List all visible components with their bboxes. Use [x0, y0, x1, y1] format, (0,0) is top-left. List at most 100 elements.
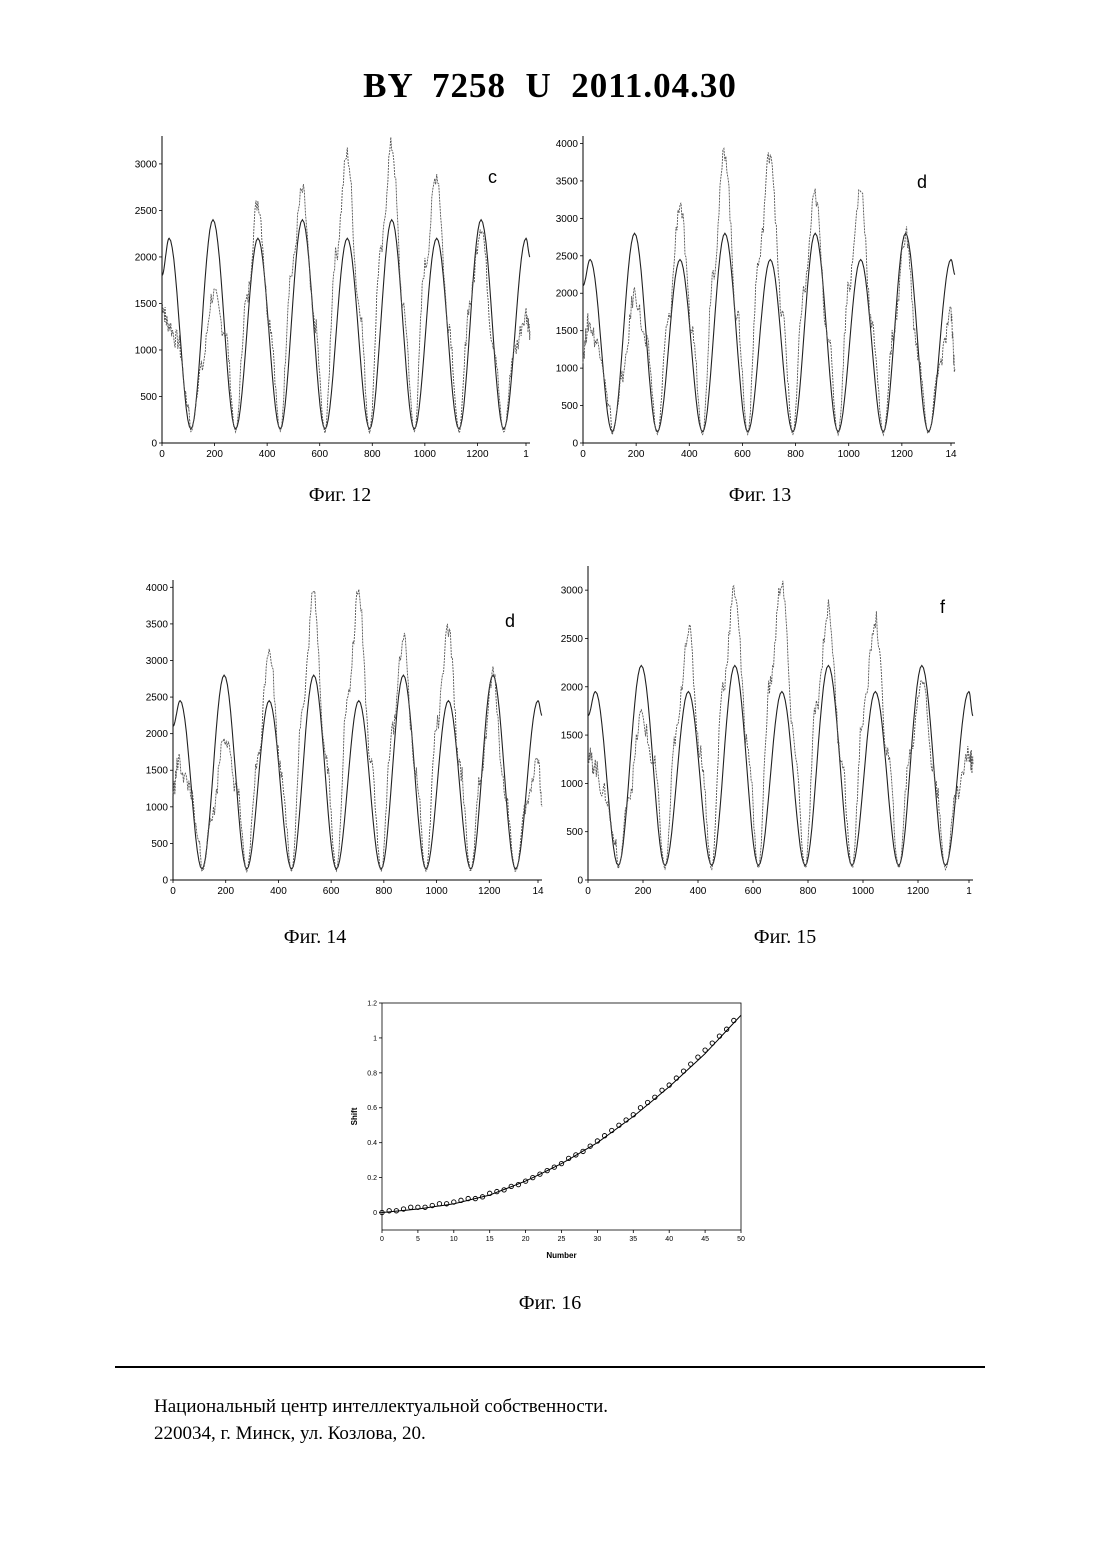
x-tick-label: 600 — [734, 449, 751, 460]
x-tick-label: 400 — [690, 886, 707, 897]
x-tick-label: 45 — [701, 1236, 709, 1243]
y-tick-label: 1.2 — [367, 1000, 377, 1007]
y-tick-label: 3000 — [556, 214, 579, 225]
x-tick-label: 800 — [787, 449, 804, 460]
y-tick-label: 3000 — [135, 159, 158, 170]
y-tick-label: 500 — [566, 827, 583, 838]
x-tick-label: 1 — [523, 449, 529, 460]
x-tick-label: 0 — [585, 886, 591, 897]
x-tick-label: 35 — [629, 1236, 637, 1243]
x-tick-label: 1200 — [478, 886, 501, 897]
y-tick-label: 3500 — [556, 176, 579, 187]
y-tick-label: 1 — [373, 1035, 377, 1042]
x-tick-label: 800 — [376, 886, 393, 897]
x-tick-label: 25 — [558, 1236, 566, 1243]
x-tick-label: 200 — [628, 449, 645, 460]
x-tick-label: 1200 — [891, 449, 914, 460]
x-tick-label: 1000 — [414, 449, 437, 460]
y-tick-label: 2000 — [561, 682, 584, 693]
measured-curve — [162, 137, 530, 433]
y-tick-label: 4000 — [556, 139, 579, 150]
x-tick-label: 14 — [945, 449, 957, 460]
y-tick-label: 0.2 — [367, 1175, 377, 1182]
x-tick-label: 0 — [380, 1236, 384, 1243]
fitted-curve — [382, 1015, 741, 1212]
x-tick-label: 15 — [486, 1236, 494, 1243]
measured-curve — [583, 149, 955, 436]
x-tick-label: 50 — [737, 1236, 745, 1243]
y-tick-label: 2500 — [561, 634, 584, 645]
footer-address: 220034, г. Минск, ул. Козлова, 20. — [154, 1423, 426, 1445]
document-title: BY 7258 U 2011.04.30 — [0, 66, 1100, 106]
figure-caption-16: Фиг. 16 — [470, 1292, 630, 1315]
x-tick-label: 400 — [259, 449, 276, 460]
y-tick-label: 1500 — [556, 326, 579, 337]
y-tick-label: 0 — [162, 876, 168, 887]
y-tick-label: 3000 — [561, 586, 584, 597]
footer-organization: Национальный центр интеллектуальной собс… — [154, 1396, 608, 1418]
footer-divider — [115, 1366, 985, 1368]
x-tick-label: 30 — [594, 1236, 602, 1243]
chart-fig-13: 0 200 400 600 800 1000 1200 14 0 500 1000 1500 2000 2… — [555, 128, 965, 466]
data-point — [732, 1018, 736, 1022]
panel-label: f — [940, 597, 946, 617]
x-tick-label: 1 — [966, 886, 972, 897]
x-tick-label: 200 — [635, 886, 652, 897]
x-tick-label: 400 — [681, 449, 698, 460]
y-tick-label: 500 — [140, 392, 157, 403]
y-tick-label: 1000 — [135, 345, 158, 356]
y-tick-label: 2500 — [135, 206, 158, 217]
y-tick-label: 500 — [151, 839, 168, 850]
y-tick-label: 0 — [572, 439, 578, 450]
panel-label: d — [505, 611, 515, 631]
x-tick-label: 1000 — [425, 886, 448, 897]
measured-curve — [173, 589, 542, 871]
x-tick-label: 0 — [159, 449, 165, 460]
y-tick-label: 0 — [151, 439, 157, 450]
y-tick-label: 2500 — [146, 693, 169, 704]
x-tick-label: 20 — [522, 1236, 530, 1243]
y-tick-label: 0 — [373, 1210, 377, 1217]
x-tick-label: 40 — [665, 1236, 673, 1243]
x-tick-label: 10 — [450, 1236, 458, 1243]
chart-fig-15: 0200400600800100012001050010001500200025… — [555, 558, 985, 902]
y-tick-label: 1000 — [561, 779, 584, 790]
y-tick-label: 3000 — [146, 656, 169, 667]
chart-fig-16: 0510152025303540455000.20.40.60.811.2Num… — [345, 993, 760, 1273]
y-tick-label: 2000 — [135, 252, 158, 263]
chart-fig-12: 0 200 400 600 800 1000 1200 1 0 500 1000 1500 2000 25… — [110, 128, 550, 466]
y-tick-label: 1500 — [135, 299, 158, 310]
y-tick-label: 1500 — [561, 731, 584, 742]
y-tick-label: 0.4 — [367, 1140, 377, 1147]
x-tick-label: 0 — [170, 886, 176, 897]
y-tick-label: 2500 — [556, 251, 579, 262]
x-tick-label: 1000 — [838, 449, 861, 460]
y-axis-title: Shift — [350, 1107, 359, 1125]
y-tick-label: 1000 — [556, 364, 579, 375]
x-tick-label: 14 — [532, 886, 544, 897]
x-tick-label: 0 — [580, 449, 586, 460]
x-tick-label: 200 — [217, 886, 234, 897]
x-tick-label: 5 — [416, 1236, 420, 1243]
x-tick-label: 800 — [800, 886, 817, 897]
figure-caption-12: Фиг. 12 — [260, 484, 420, 507]
y-tick-label: 0.6 — [367, 1105, 377, 1112]
y-tick-label: 0 — [577, 876, 583, 887]
figure-caption-15: Фиг. 15 — [705, 926, 865, 949]
y-tick-label: 2000 — [146, 729, 169, 740]
x-tick-label: 800 — [364, 449, 381, 460]
x-tick-label: 200 — [206, 449, 223, 460]
model-curve — [173, 675, 542, 869]
x-tick-label: 600 — [745, 886, 762, 897]
x-axis-title: Number — [546, 1251, 576, 1260]
chart-fig-14: 0200400600800100012001405001000150020002… — [130, 572, 550, 902]
figure-caption-14: Фиг. 14 — [235, 926, 395, 949]
x-tick-label: 600 — [311, 449, 328, 460]
panel-label: d — [917, 172, 927, 192]
x-tick-label: 1200 — [907, 886, 930, 897]
x-tick-label: 600 — [323, 886, 340, 897]
y-tick-label: 500 — [561, 401, 578, 412]
y-tick-label: 2000 — [556, 289, 579, 300]
model-curve — [588, 666, 973, 866]
x-tick-label: 1200 — [466, 449, 489, 460]
